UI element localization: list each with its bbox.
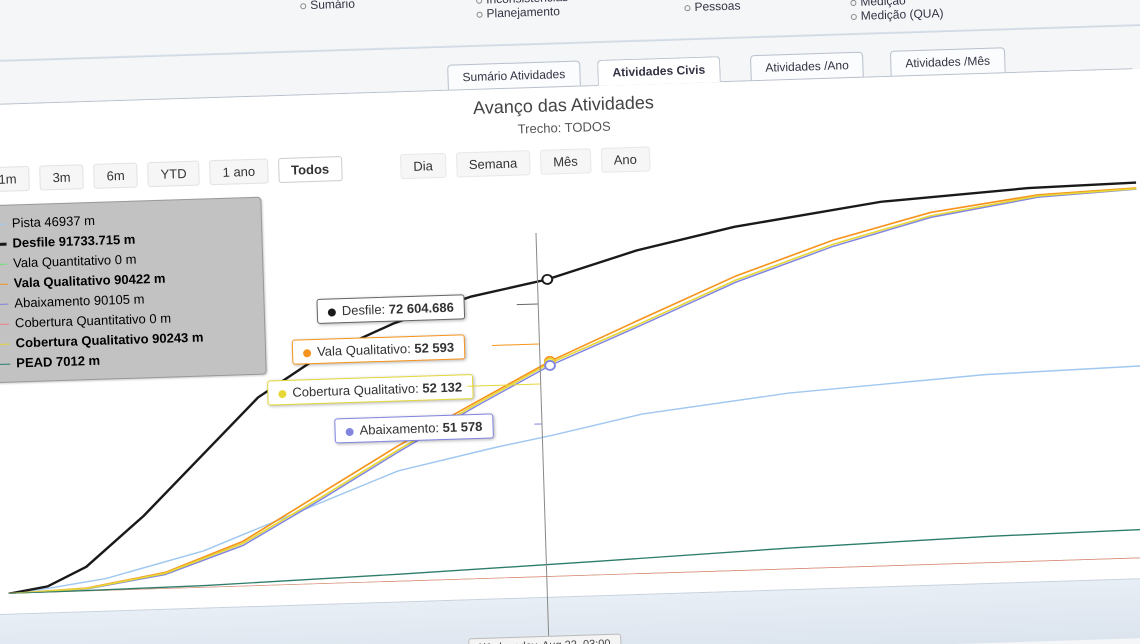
legend-swatch xyxy=(0,263,7,265)
radio-icon xyxy=(476,11,482,17)
legend-swatch xyxy=(0,343,10,345)
range-button[interactable]: 6m xyxy=(93,163,138,189)
chart-tooltip: Abaixamento: 51 578 xyxy=(334,413,494,443)
range-button[interactable]: YTD xyxy=(147,161,200,188)
radio-icon xyxy=(684,5,690,11)
group-button[interactable]: Ano xyxy=(600,146,650,173)
legend-swatch xyxy=(0,283,8,285)
legend-swatch xyxy=(0,303,8,305)
range-button[interactable]: 1 ano xyxy=(209,158,268,185)
group-button[interactable]: Dia xyxy=(400,153,446,179)
group-button[interactable]: Mês xyxy=(540,148,591,175)
tooltip-dot-icon xyxy=(328,308,336,316)
radio-icon xyxy=(850,0,856,6)
chart-marker xyxy=(542,275,552,284)
legend-swatch xyxy=(0,363,10,365)
tab[interactable]: Atividades /Mês xyxy=(890,47,1005,77)
range-buttons: 1m 3m 6m YTD 1 ano Todos xyxy=(0,156,353,193)
legend-swatch xyxy=(0,243,7,246)
legend-box: Pista 46937 mDesfile 91733.715 mVala Qua… xyxy=(0,197,267,384)
radio-icon xyxy=(851,14,857,20)
chart-series xyxy=(3,366,1140,594)
tab[interactable]: Atividades Civis xyxy=(597,56,720,86)
legend-swatch xyxy=(0,323,9,325)
legend-swatch xyxy=(0,223,6,225)
tooltip-dot-icon xyxy=(345,427,353,435)
nav-item[interactable]: Pessoas xyxy=(684,0,741,14)
tab[interactable]: Atividades /Ano xyxy=(750,52,864,82)
group-buttons: Dia Semana Mês Ano xyxy=(400,146,660,179)
tooltip-dot-icon xyxy=(278,390,286,398)
range-button[interactable]: 1m xyxy=(0,166,30,192)
chart-marker xyxy=(545,361,555,370)
radio-icon xyxy=(476,0,482,4)
tooltip-dot-icon xyxy=(303,349,311,357)
group-button[interactable]: Semana xyxy=(455,150,530,177)
chart-panel: Avanço das Atividades Trecho: TODOS 1m3m… xyxy=(0,69,1140,644)
range-button[interactable]: Todos xyxy=(278,156,343,183)
radio-icon xyxy=(300,3,306,9)
chart-tooltip: Desfile: 72 604.686 xyxy=(316,294,465,324)
nav-item[interactable]: Sumário xyxy=(300,0,355,12)
nav-item[interactable]: Planejamento xyxy=(476,4,568,21)
range-button[interactable]: 3m xyxy=(39,164,84,190)
nav-item[interactable]: Medição (QUA) xyxy=(851,6,944,23)
